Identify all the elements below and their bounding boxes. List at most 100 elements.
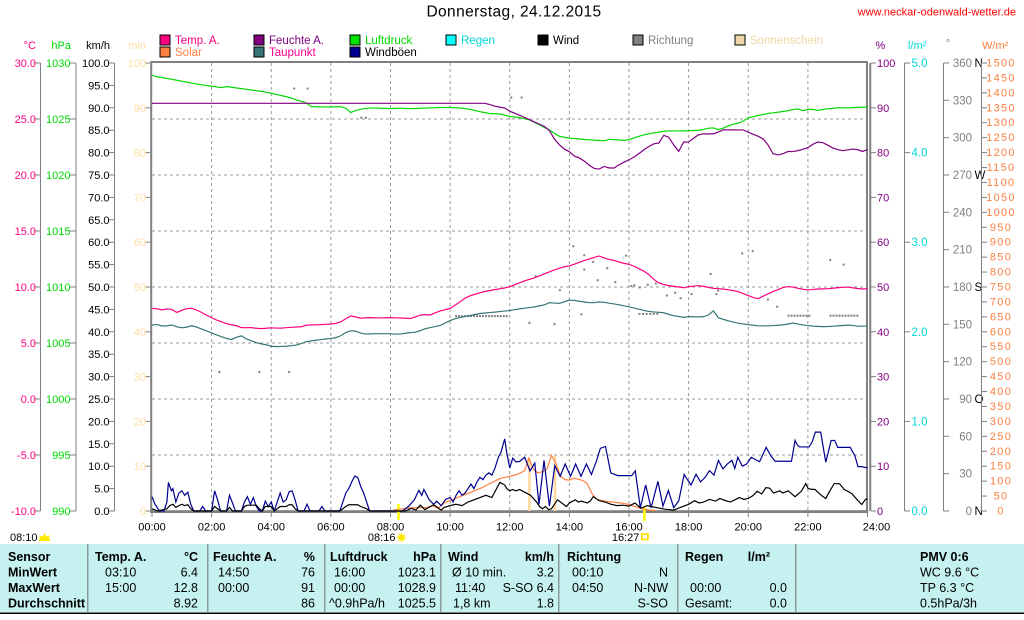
svg-text:60.0: 60.0 bbox=[88, 237, 109, 249]
svg-text:4.0: 4.0 bbox=[912, 148, 928, 160]
svg-text:08:16: 08:16 bbox=[368, 532, 396, 544]
svg-text:11:40: 11:40 bbox=[455, 581, 485, 595]
svg-text:Feuchte A.: Feuchte A. bbox=[269, 35, 324, 47]
svg-text:1050: 1050 bbox=[986, 192, 1016, 204]
svg-text:15.0: 15.0 bbox=[15, 226, 36, 238]
svg-text:100.0: 100.0 bbox=[82, 58, 110, 70]
svg-text:300: 300 bbox=[990, 416, 1012, 428]
svg-text:400: 400 bbox=[990, 386, 1012, 398]
svg-text:990: 990 bbox=[52, 506, 70, 518]
svg-text:50.0: 50.0 bbox=[88, 282, 109, 294]
svg-text:0.5hPa/3h: 0.5hPa/3h bbox=[920, 597, 977, 611]
svg-text:500: 500 bbox=[990, 356, 1012, 368]
svg-text:Luftdruck: Luftdruck bbox=[330, 550, 388, 564]
svg-text:80: 80 bbox=[877, 148, 889, 160]
svg-text:80.0: 80.0 bbox=[88, 148, 109, 160]
svg-text:75.0: 75.0 bbox=[88, 170, 109, 182]
svg-text:800: 800 bbox=[990, 267, 1012, 279]
svg-text:700: 700 bbox=[990, 296, 1012, 308]
svg-text:550: 550 bbox=[990, 341, 1012, 353]
svg-text:1500: 1500 bbox=[986, 58, 1016, 70]
svg-text:60: 60 bbox=[877, 237, 889, 249]
svg-text:150: 150 bbox=[990, 461, 1012, 473]
svg-text:°: ° bbox=[946, 38, 950, 50]
svg-text:N-NW: N-NW bbox=[634, 581, 668, 595]
svg-text:10.0: 10.0 bbox=[88, 461, 109, 473]
svg-text:100: 100 bbox=[128, 58, 146, 70]
svg-text:0: 0 bbox=[140, 506, 146, 518]
svg-text:150: 150 bbox=[953, 319, 972, 331]
svg-text:950: 950 bbox=[990, 222, 1012, 234]
svg-text:1020: 1020 bbox=[46, 170, 70, 182]
svg-text:1.8: 1.8 bbox=[537, 597, 554, 611]
svg-text:90: 90 bbox=[959, 394, 972, 406]
svg-text:1350: 1350 bbox=[986, 102, 1016, 114]
svg-text:40.0: 40.0 bbox=[88, 327, 109, 339]
svg-text:Gesamt:: Gesamt: bbox=[685, 597, 732, 611]
svg-text:06:00: 06:00 bbox=[317, 522, 345, 534]
svg-text:1028.9: 1028.9 bbox=[398, 581, 436, 595]
svg-text:10: 10 bbox=[877, 461, 889, 473]
svg-text:40: 40 bbox=[877, 327, 889, 339]
svg-text:03:10: 03:10 bbox=[105, 566, 136, 580]
svg-text:10: 10 bbox=[134, 461, 146, 473]
svg-text:Feuchte A.: Feuchte A. bbox=[213, 550, 276, 564]
svg-text:70: 70 bbox=[877, 192, 889, 204]
svg-text:45.0: 45.0 bbox=[88, 304, 109, 316]
svg-text:min: min bbox=[128, 40, 146, 52]
svg-text:W: W bbox=[975, 170, 986, 182]
svg-text:330: 330 bbox=[953, 95, 972, 107]
svg-text:1100: 1100 bbox=[987, 177, 1016, 189]
svg-text:Ø 10 min.: Ø 10 min. bbox=[452, 566, 506, 580]
svg-text:86: 86 bbox=[301, 597, 315, 611]
svg-text:0.0: 0.0 bbox=[21, 394, 36, 406]
svg-text:25.0: 25.0 bbox=[15, 114, 36, 126]
svg-text:1,8 km: 1,8 km bbox=[453, 597, 491, 611]
svg-text:WC 9.6 °C: WC 9.6 °C bbox=[920, 566, 979, 580]
svg-text:Windböen: Windböen bbox=[365, 47, 417, 59]
svg-text:95.0: 95.0 bbox=[88, 80, 109, 92]
svg-text:20.0: 20.0 bbox=[88, 416, 109, 428]
svg-text:S-SO 6.4: S-SO 6.4 bbox=[503, 581, 554, 595]
svg-text:15:00: 15:00 bbox=[105, 581, 136, 595]
svg-text:1005: 1005 bbox=[46, 338, 70, 350]
svg-text:12.8: 12.8 bbox=[174, 581, 198, 595]
svg-text:^0.9hPa/h: ^0.9hPa/h bbox=[329, 597, 385, 611]
svg-text:hPa: hPa bbox=[413, 550, 437, 564]
svg-text:300: 300 bbox=[953, 133, 972, 145]
svg-text:Durchschnitt: Durchschnitt bbox=[8, 597, 86, 611]
svg-text:www.neckar-odenwald-wetter.de: www.neckar-odenwald-wetter.de bbox=[857, 7, 1016, 19]
svg-text:5.0: 5.0 bbox=[94, 484, 109, 496]
svg-text:00:10: 00:10 bbox=[572, 566, 603, 580]
svg-text:55.0: 55.0 bbox=[88, 260, 109, 272]
svg-text:00:00: 00:00 bbox=[334, 581, 365, 595]
svg-text:100: 100 bbox=[990, 476, 1012, 488]
svg-text:Richtung: Richtung bbox=[648, 35, 693, 47]
svg-text:-10.0: -10.0 bbox=[11, 506, 36, 518]
svg-text:N: N bbox=[659, 566, 668, 580]
svg-text:350: 350 bbox=[990, 401, 1012, 413]
svg-text:Solar: Solar bbox=[175, 47, 202, 59]
svg-text:Luftdruck: Luftdruck bbox=[365, 35, 413, 47]
svg-text:30: 30 bbox=[959, 469, 972, 481]
svg-text:0.0: 0.0 bbox=[912, 506, 928, 518]
svg-text:0.0: 0.0 bbox=[770, 597, 787, 611]
svg-text:02:00: 02:00 bbox=[198, 522, 226, 534]
svg-text:90.0: 90.0 bbox=[88, 103, 109, 115]
svg-text:8.92: 8.92 bbox=[174, 597, 198, 611]
svg-text:%: % bbox=[304, 550, 315, 564]
svg-text:50: 50 bbox=[994, 491, 1009, 503]
svg-text:16:00: 16:00 bbox=[334, 566, 365, 580]
svg-text:360: 360 bbox=[953, 58, 972, 70]
svg-text:1450: 1450 bbox=[986, 72, 1016, 84]
svg-text:Sonnenschein: Sonnenschein bbox=[750, 35, 823, 47]
svg-text:65.0: 65.0 bbox=[88, 215, 109, 227]
svg-text:3.2: 3.2 bbox=[537, 566, 554, 580]
svg-text:85.0: 85.0 bbox=[88, 125, 109, 137]
svg-text:08:00: 08:00 bbox=[377, 522, 405, 534]
svg-text:90: 90 bbox=[877, 103, 889, 115]
svg-text:16:00: 16:00 bbox=[615, 522, 643, 534]
svg-text:70: 70 bbox=[134, 192, 146, 204]
svg-text:120: 120 bbox=[953, 357, 972, 369]
svg-text:08:10: 08:10 bbox=[10, 532, 38, 544]
